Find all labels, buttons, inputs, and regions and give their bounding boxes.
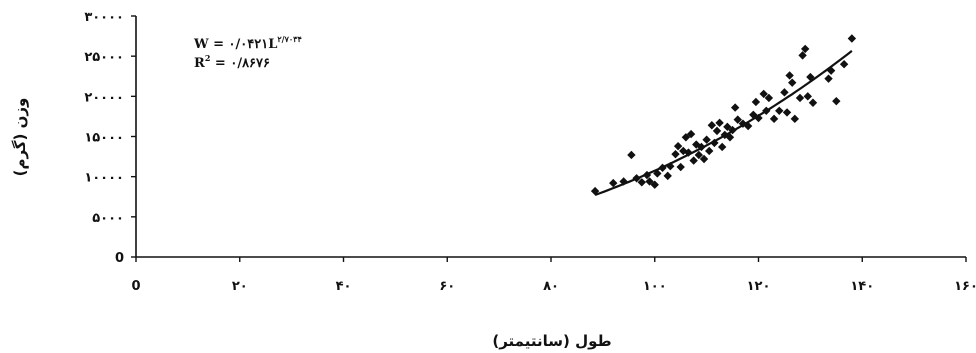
data-point: [759, 89, 768, 99]
x-tick-label: ۴۰: [336, 279, 352, 294]
data-point: [705, 146, 714, 156]
data-point: [710, 138, 719, 148]
x-tick-label: ۶۰: [439, 279, 455, 294]
data-point: [782, 108, 792, 117]
data-point: [775, 106, 784, 115]
data-point: [702, 135, 711, 144]
x-tick-label: ۸۰: [543, 279, 559, 294]
x-axis-title: طول (سانتیمتر): [492, 332, 611, 350]
y-tick-label: ۱۵۰۰۰: [84, 131, 124, 146]
data-point: [749, 110, 758, 120]
data-point: [725, 133, 735, 142]
data-point: [671, 149, 680, 159]
data-point: [658, 163, 667, 173]
data-point: [733, 115, 742, 124]
data-point: [609, 178, 618, 188]
data-point: [699, 154, 709, 164]
data-point: [632, 174, 641, 183]
data-point: [619, 177, 628, 186]
data-point: [694, 150, 704, 160]
data-point: [676, 162, 685, 172]
y-tick-label: ۵۰۰۰: [92, 211, 124, 226]
equation-main: W = ۰/۰۴۲۱L: [193, 37, 277, 52]
data-point: [642, 170, 652, 180]
data-point: [653, 169, 662, 178]
x-tick-label: ۱۶۰: [954, 279, 976, 294]
r-squared-line: R2 = ۰/۸۶۷۶: [194, 53, 270, 71]
data-point: [806, 72, 815, 82]
x-ticks: 0 ۲۰ ۴۰ ۶۰ ۸۰ ۱۰۰ ۱۲۰ ۱۴۰ ۱۶۰: [131, 257, 976, 294]
data-point: [650, 180, 659, 189]
data-point: [795, 93, 805, 103]
equation-line: W = ۰/۰۴۲۱L۲/۷۰۳۴: [193, 34, 302, 52]
data-point: [754, 113, 763, 123]
y-ticks: 0 ۵۰۰۰ ۱۰۰۰۰ ۱۵۰۰۰ ۲۰۰۰۰ ۲۵۰۰۰ ۳۰۰۰۰: [84, 10, 136, 266]
x-tick-label: ۱۴۰: [850, 279, 874, 294]
y-tick-label: ۲۵۰۰۰: [84, 50, 124, 65]
data-point: [666, 162, 675, 171]
data-point: [788, 78, 797, 87]
data-point: [697, 142, 706, 152]
data-point: [751, 97, 761, 107]
axes: [135, 16, 966, 258]
data-point: [673, 141, 683, 151]
data-point: [712, 126, 722, 136]
data-point: [681, 133, 691, 142]
data-point: [707, 121, 717, 130]
r-squared-value: = ۰/۸۶۷۶: [210, 56, 270, 71]
data-point: [800, 44, 810, 54]
data-point: [847, 34, 857, 43]
x-tick-label: 0: [131, 279, 140, 294]
data-point: [824, 74, 833, 83]
x-tick-label: ۱۰۰: [643, 279, 667, 294]
r-squared-exponent: 2: [205, 53, 211, 63]
data-point: [762, 106, 771, 115]
y-tick-label: 0: [115, 251, 124, 266]
data-point: [826, 66, 836, 75]
data-point: [730, 103, 740, 112]
data-point: [627, 150, 636, 160]
data-point: [684, 148, 693, 157]
y-tick-label: ۳۰۰۰۰: [84, 10, 124, 25]
data-point: [764, 93, 774, 103]
y-tick-label: ۱۰۰۰۰: [84, 171, 124, 186]
data-point: [839, 60, 849, 69]
x-tick-label: ۱۲۰: [747, 279, 771, 294]
data-point: [832, 96, 841, 106]
data-point: [743, 121, 753, 131]
data-point: [663, 171, 672, 181]
data-point: [728, 125, 737, 135]
x-tick-label: ۲۰: [232, 279, 248, 294]
r-squared-symbol: R: [194, 56, 205, 71]
y-axis-title: وزن (گرم): [11, 98, 29, 177]
data-point: [686, 129, 696, 139]
data-point: [715, 118, 724, 128]
data-point: [717, 142, 727, 152]
data-point: [645, 177, 654, 186]
data-point: [780, 88, 789, 97]
data-points: [590, 34, 857, 196]
data-point: [723, 122, 732, 132]
data-point: [785, 71, 794, 80]
data-point: [590, 186, 600, 196]
data-point: [803, 92, 812, 101]
data-point: [689, 156, 698, 165]
equation-exponent: ۲/۷۰۳۴: [277, 34, 301, 44]
data-point: [769, 114, 779, 124]
data-point: [808, 98, 818, 107]
data-point: [637, 178, 646, 187]
y-tick-label: ۲۰۰۰۰: [84, 90, 124, 105]
data-point: [798, 51, 807, 60]
data-point: [790, 114, 800, 124]
